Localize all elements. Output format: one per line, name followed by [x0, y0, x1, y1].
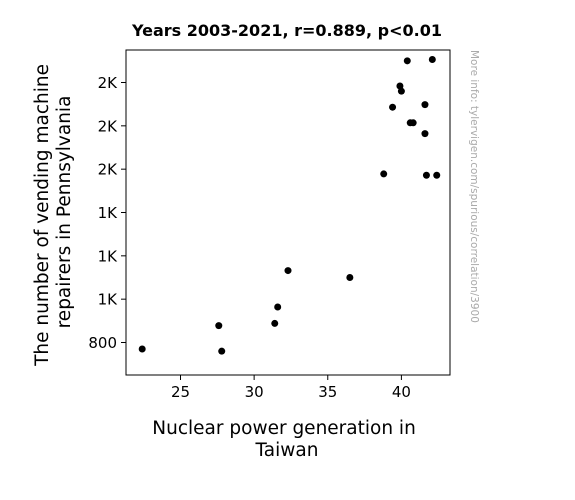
watermark-text: More info: tylervigen.com/spurious/corre…	[468, 50, 480, 323]
data-point	[284, 267, 292, 275]
data-point	[421, 101, 429, 109]
data-point	[421, 130, 429, 138]
data-point	[380, 170, 388, 178]
data-points	[138, 56, 441, 355]
y-tick-label: 800	[88, 334, 117, 352]
plot-frame	[125, 49, 451, 376]
data-point	[389, 103, 397, 111]
data-point	[428, 56, 436, 64]
y-tick-label: 2K	[98, 161, 119, 179]
data-point	[409, 119, 417, 127]
y-axis-label-line-1: The number of vending machine	[32, 64, 53, 367]
x-tick-label: 40	[392, 383, 411, 401]
y-tick-label: 2K	[98, 117, 119, 135]
y-tick-label: 1K	[98, 291, 119, 309]
x-tick-label: 30	[245, 383, 264, 401]
y-tick-label: 1K	[98, 247, 119, 265]
x-axis-label-line-1: Nuclear power generation in	[152, 418, 416, 439]
data-point	[346, 274, 354, 281]
x-axis: 25 30 35 40	[171, 375, 411, 401]
y-tick-label: 2K	[98, 74, 119, 92]
y-axis-label: The number of vending machine repairers …	[32, 58, 75, 367]
data-point	[397, 87, 405, 95]
data-point	[274, 303, 282, 311]
chart-title: Years 2003-2021, r=0.889, p<0.01	[131, 21, 442, 40]
x-tick-label: 35	[318, 383, 337, 401]
x-axis-label: Nuclear power generation in Taiwan	[152, 418, 421, 461]
x-tick-label: 25	[171, 383, 190, 401]
data-point	[138, 345, 146, 353]
data-point	[271, 319, 279, 327]
data-point	[215, 322, 223, 330]
x-axis-label-line-2: Taiwan	[255, 440, 319, 461]
data-point	[403, 57, 411, 65]
y-tick-label: 1K	[98, 204, 119, 222]
plot-area	[125, 49, 451, 376]
y-axis-label-line-2: repairers in Pennsylvania	[54, 96, 75, 329]
data-point	[433, 171, 441, 179]
data-point	[218, 347, 226, 355]
y-axis: 800 1K 1K 1K 2K 2K 2K	[88, 74, 126, 352]
data-point	[422, 171, 430, 179]
